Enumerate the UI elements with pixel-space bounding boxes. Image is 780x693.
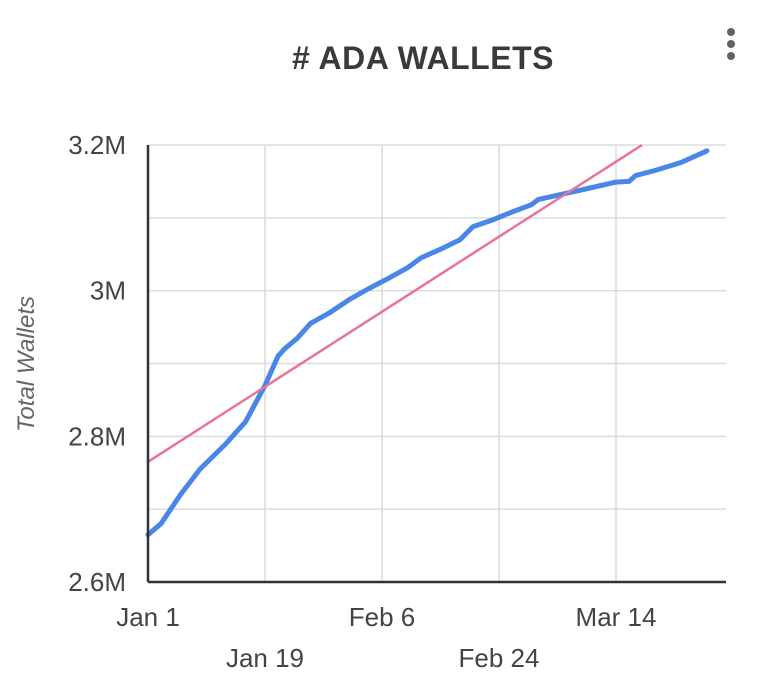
x-tick-label: Jan 19 [226, 643, 304, 673]
trendline [147, 143, 643, 463]
chart-title: # ADA WALLETS [292, 40, 554, 76]
x-tick-label: Feb 6 [349, 602, 416, 632]
y-axis-title: Total Wallets [13, 296, 40, 432]
y-tick-label: 2.6M [68, 567, 126, 597]
more-vert-icon[interactable] [720, 26, 742, 62]
y-tick-label: 3M [90, 276, 126, 306]
y-tick-label: 3.2M [68, 130, 126, 160]
x-tick-labels: Jan 1 Jan 19 Feb 6 Feb 24 Mar 14 [116, 602, 656, 673]
x-tick-label: Mar 14 [576, 602, 657, 632]
x-tick-label: Feb 24 [459, 643, 540, 673]
series-layer [145, 143, 710, 538]
gridlines [148, 144, 726, 583]
x-tick-label: Jan 1 [116, 602, 180, 632]
y-tick-labels: 2.6M 2.8M 3M 3.2M [68, 130, 126, 597]
y-tick-label: 2.8M [68, 421, 126, 451]
axes [146, 145, 726, 584]
series-line-total-wallets [145, 148, 710, 538]
